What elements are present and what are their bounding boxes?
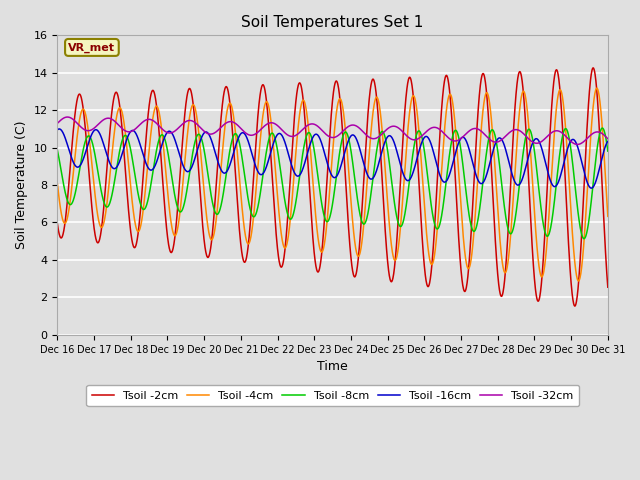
Tsoil -16cm bbox=[493, 138, 500, 144]
Line: Tsoil -16cm: Tsoil -16cm bbox=[58, 129, 608, 188]
Tsoil -2cm bbox=[571, 303, 579, 309]
Tsoil -16cm bbox=[349, 132, 356, 138]
Tsoil -32cm bbox=[571, 141, 579, 147]
Tsoil -2cm bbox=[604, 284, 612, 290]
Tsoil -8cm bbox=[349, 157, 356, 163]
Legend: Tsoil -2cm, Tsoil -4cm, Tsoil -8cm, Tsoil -16cm, Tsoil -32cm: Tsoil -2cm, Tsoil -4cm, Tsoil -8cm, Tsoi… bbox=[86, 385, 579, 407]
Tsoil -4cm bbox=[571, 256, 579, 262]
Tsoil -2cm bbox=[571, 303, 579, 309]
Tsoil -4cm bbox=[575, 278, 582, 284]
Tsoil -8cm bbox=[580, 236, 588, 241]
Tsoil -32cm bbox=[361, 131, 369, 136]
Tsoil -16cm bbox=[556, 177, 563, 182]
Tsoil -32cm bbox=[493, 139, 500, 145]
X-axis label: Time: Time bbox=[317, 360, 348, 373]
Line: Tsoil -4cm: Tsoil -4cm bbox=[58, 88, 608, 281]
Tsoil -4cm bbox=[349, 216, 356, 221]
Tsoil -16cm bbox=[571, 138, 579, 144]
Tsoil -8cm bbox=[556, 156, 563, 162]
Tsoil -32cm bbox=[349, 122, 356, 128]
Title: Soil Temperatures Set 1: Soil Temperatures Set 1 bbox=[241, 15, 424, 30]
Tsoil -4cm bbox=[207, 237, 214, 242]
Tsoil -4cm bbox=[556, 88, 563, 94]
Tsoil -8cm bbox=[360, 221, 368, 227]
Tsoil -4cm bbox=[593, 85, 601, 91]
Tsoil -32cm bbox=[556, 129, 563, 134]
Tsoil -8cm bbox=[493, 140, 500, 145]
Tsoil -32cm bbox=[573, 142, 581, 147]
Tsoil -4cm bbox=[54, 181, 61, 187]
Y-axis label: Soil Temperature (C): Soil Temperature (C) bbox=[15, 121, 28, 249]
Tsoil -2cm bbox=[207, 244, 214, 250]
Tsoil -32cm bbox=[207, 131, 215, 137]
Tsoil -8cm bbox=[207, 191, 214, 197]
Line: Tsoil -8cm: Tsoil -8cm bbox=[58, 128, 608, 239]
Tsoil -8cm bbox=[604, 148, 612, 154]
Tsoil -32cm bbox=[604, 136, 612, 142]
Tsoil -32cm bbox=[63, 114, 71, 120]
Tsoil -32cm bbox=[54, 120, 61, 126]
Tsoil -2cm bbox=[360, 167, 368, 172]
Tsoil -2cm bbox=[54, 221, 61, 227]
Line: Tsoil -2cm: Tsoil -2cm bbox=[58, 68, 608, 306]
Tsoil -4cm bbox=[604, 214, 612, 219]
Tsoil -4cm bbox=[360, 215, 368, 221]
Tsoil -2cm bbox=[349, 266, 356, 272]
Tsoil -2cm bbox=[556, 79, 563, 84]
Tsoil -16cm bbox=[604, 138, 612, 144]
Tsoil -16cm bbox=[54, 127, 61, 132]
Tsoil -16cm bbox=[207, 136, 215, 142]
Tsoil -2cm bbox=[493, 254, 500, 260]
Text: VR_met: VR_met bbox=[68, 42, 115, 53]
Tsoil -16cm bbox=[361, 164, 369, 169]
Tsoil -8cm bbox=[54, 147, 61, 153]
Tsoil -2cm bbox=[589, 65, 597, 71]
Line: Tsoil -32cm: Tsoil -32cm bbox=[58, 117, 608, 144]
Tsoil -8cm bbox=[598, 125, 606, 131]
Tsoil -16cm bbox=[55, 126, 63, 132]
Tsoil -8cm bbox=[571, 177, 579, 183]
Tsoil -16cm bbox=[588, 185, 595, 191]
Tsoil -4cm bbox=[493, 187, 500, 192]
